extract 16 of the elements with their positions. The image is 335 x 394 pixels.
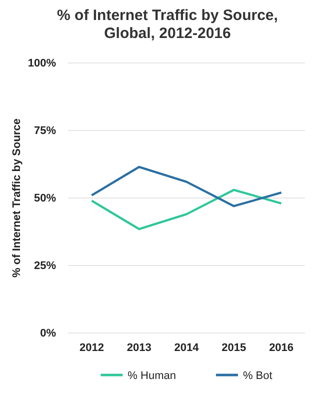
legend-label: % Human — [128, 370, 176, 382]
y-tick-label: 75% — [34, 125, 56, 138]
x-tick-label: 2015 — [222, 342, 246, 354]
chart-title: % of Internet Traffic by Source, Global, 2012-2016 — [57, 7, 278, 42]
legend-label: % Bot — [242, 370, 272, 382]
x-tick-label: 2012 — [79, 342, 104, 354]
x-tick-label: 2016 — [269, 342, 294, 354]
y-axis-title: % of Internet Traffic by Source — [11, 118, 23, 278]
y-tick-label: 50% — [34, 192, 56, 205]
y-tick-label: 100% — [28, 58, 56, 70]
x-tick-label: 2013 — [126, 342, 152, 354]
y-tick-label: 25% — [34, 260, 56, 272]
line-series — [90, 166, 282, 208]
y-tick-label: 0% — [40, 328, 56, 340]
x-tick-label: 2014 — [174, 342, 200, 354]
line-series — [90, 188, 282, 230]
